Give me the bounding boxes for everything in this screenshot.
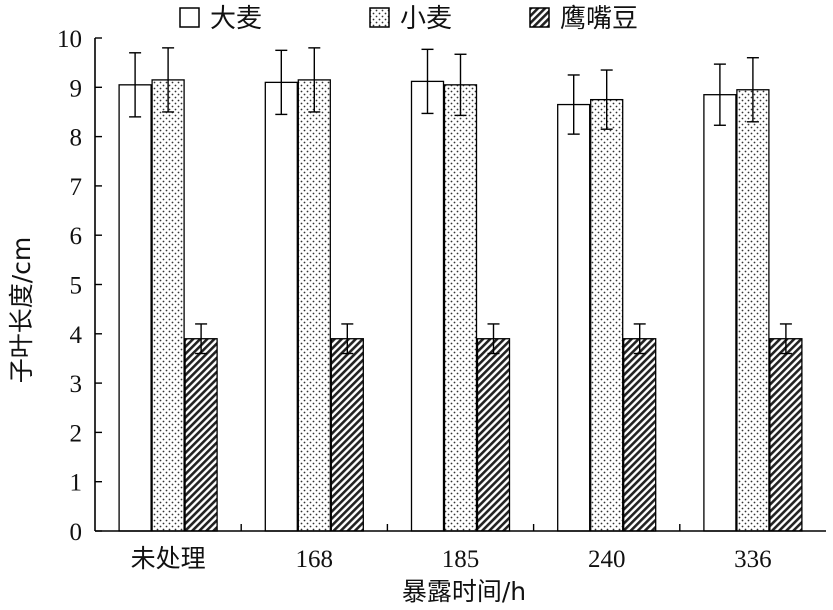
y-tick-label: 9 — [70, 75, 83, 102]
bar — [623, 338, 657, 532]
legend-swatch — [179, 7, 200, 28]
legend-swatch — [369, 7, 390, 28]
y-tick-label: 1 — [70, 470, 83, 497]
y-tick-label: 3 — [70, 371, 83, 398]
y-tick-label: 4 — [70, 322, 83, 349]
y-axis: 0 1 2 3 4 5 6 7 8 9 10 — [57, 26, 102, 546]
y-tick-label: 10 — [57, 26, 82, 53]
plot-area — [118, 47, 803, 532]
bar — [769, 338, 803, 532]
x-tick-label: 185 — [442, 546, 480, 573]
bar — [557, 103, 591, 532]
bar — [590, 98, 624, 532]
y-tick-label: 2 — [70, 420, 83, 447]
bar — [264, 81, 298, 532]
bar — [736, 89, 770, 532]
x-tick-label: 168 — [296, 546, 334, 573]
y-tick-label: 5 — [70, 273, 83, 300]
y-axis-label: 子叶长度/cm — [7, 237, 36, 384]
y-tick-label: 8 — [70, 125, 83, 152]
legend: 大麦 小麦 鹰嘴豆 — [179, 4, 638, 34]
bar — [476, 338, 511, 532]
bar — [330, 338, 364, 532]
legend-label: 大麦 — [210, 4, 262, 34]
x-axis-label: 暴露时间/h — [402, 577, 526, 606]
y-tick-label: 7 — [70, 174, 83, 201]
x-tick-label: 336 — [734, 546, 772, 573]
x-tick-label: 240 — [588, 546, 626, 573]
bar — [151, 79, 185, 532]
x-tick-label: 未处理 — [131, 545, 206, 573]
bar — [118, 84, 152, 532]
bar — [703, 94, 737, 532]
legend-label: 鹰嘴豆 — [560, 4, 638, 34]
bar — [410, 80, 445, 532]
y-tick-label: 0 — [70, 519, 83, 546]
y-tick-label: 6 — [70, 223, 83, 250]
legend-label: 小麦 — [400, 4, 452, 34]
bar — [443, 84, 478, 532]
bar — [184, 338, 218, 532]
x-axis: 未处理 168 185 240 336 — [95, 524, 826, 573]
legend-swatch — [529, 7, 550, 28]
bar — [297, 79, 331, 532]
